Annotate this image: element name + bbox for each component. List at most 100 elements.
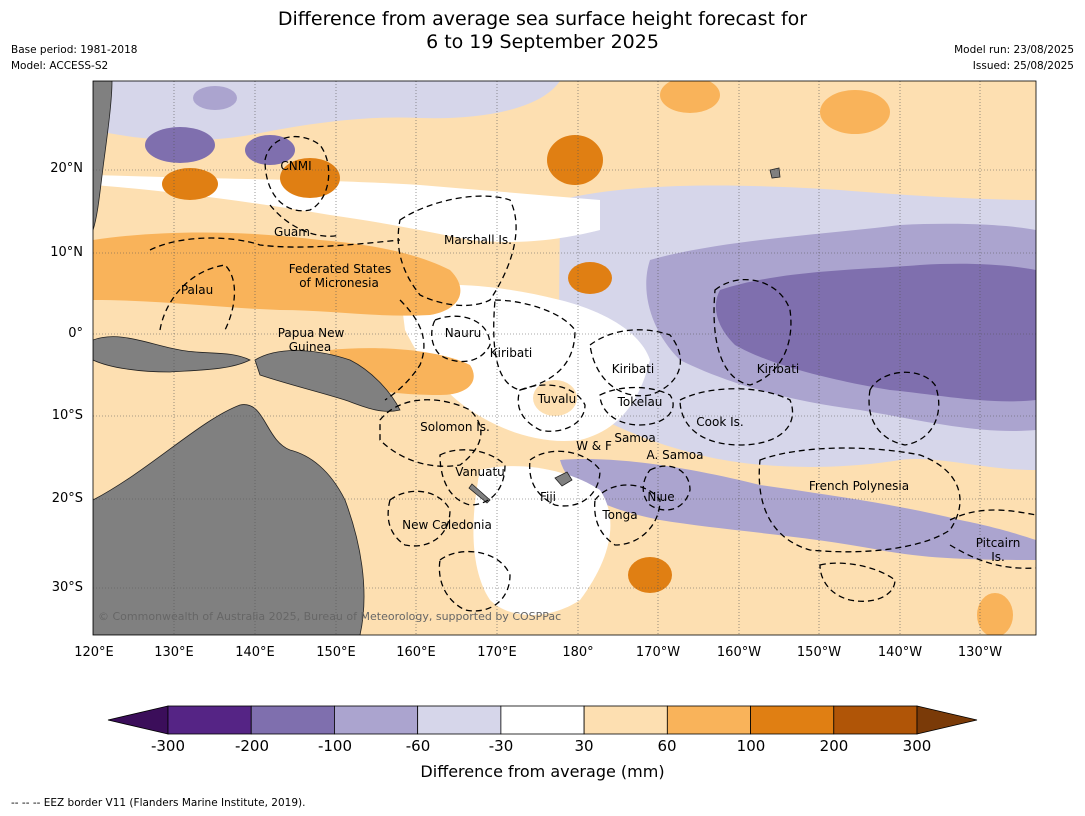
lon-label-150w: 150°W bbox=[796, 645, 842, 660]
positive-cell-marshall bbox=[568, 262, 612, 294]
positive-west-pacific bbox=[93, 232, 461, 316]
lon-label-170w: 170°W bbox=[635, 645, 681, 660]
colorbar-title: Difference from average (mm) bbox=[420, 762, 665, 781]
label-tokelau: Tokelau bbox=[617, 395, 663, 409]
colorbar-segment bbox=[417, 705, 502, 735]
colorbar-segment bbox=[666, 705, 751, 735]
lon-label-140e: 140°E bbox=[235, 645, 275, 660]
label-png-line2: Guinea bbox=[288, 340, 332, 354]
label-kiribati-central: Kiribati bbox=[611, 362, 655, 376]
label-fsm-line2: of Micronesia bbox=[299, 276, 379, 290]
model-run: Model run: 23/08/2025 bbox=[954, 44, 1074, 56]
positive-cell-ne bbox=[820, 90, 890, 134]
model: Model: ACCESS-S2 bbox=[11, 60, 109, 72]
colorbar-segment bbox=[583, 705, 668, 735]
positive-cell-se bbox=[977, 593, 1013, 635]
png-land bbox=[254, 350, 401, 412]
lat-label-10n: 10°N bbox=[50, 245, 83, 260]
label-wallis-futuna: W & F bbox=[576, 439, 612, 453]
eez-borders bbox=[149, 136, 1036, 612]
australia-land bbox=[93, 404, 365, 635]
title-line-2: 6 to 19 September 2025 bbox=[426, 31, 659, 53]
indonesia-land bbox=[93, 336, 251, 373]
positive-cell-guam bbox=[280, 158, 340, 198]
label-fiji: Fiji bbox=[539, 490, 557, 504]
colorbar-tick-label: 100 bbox=[736, 737, 766, 755]
map-frame bbox=[92, 80, 1037, 636]
label-kiribati-west: Kiribati bbox=[489, 346, 533, 360]
label-samoa: Samoa bbox=[614, 431, 656, 445]
label-new-caledonia: New Caledonia bbox=[402, 518, 492, 532]
negative-anomaly-south bbox=[560, 459, 1036, 560]
colorbar-segment bbox=[334, 705, 419, 735]
lon-label-120e: 120°E bbox=[74, 645, 114, 660]
label-french-polynesia: French Polynesia bbox=[808, 479, 910, 493]
eez-footnote: -- -- -- EEZ border V11 (Flanders Marine… bbox=[11, 797, 306, 809]
negative-cell-c bbox=[193, 86, 237, 110]
positive-cell-south bbox=[628, 557, 672, 593]
colorbar-segment bbox=[500, 705, 585, 735]
lon-label-130e: 130°E bbox=[154, 645, 194, 660]
lat-label-30s: 30°S bbox=[51, 580, 83, 595]
label-nauru: Nauru bbox=[444, 326, 482, 340]
colorbar-extend-high bbox=[916, 705, 978, 735]
positive-cell-tuvalu bbox=[533, 380, 577, 416]
hawaii-land bbox=[769, 167, 781, 179]
lat-label-20s: 20°S bbox=[51, 491, 83, 506]
positive-cell-nne bbox=[660, 81, 720, 113]
neutral-central bbox=[400, 284, 650, 441]
colorbar-tick-label: 200 bbox=[819, 737, 849, 755]
fiji-land bbox=[554, 471, 573, 487]
lon-label-140w: 140°W bbox=[877, 645, 923, 660]
philippines-land bbox=[93, 81, 113, 231]
colorbar-segment bbox=[833, 705, 918, 735]
colorbar-tick-label: 60 bbox=[657, 737, 677, 755]
lon-label-170e: 170°E bbox=[477, 645, 517, 660]
label-pitcairn-line2: Is. bbox=[991, 550, 1005, 564]
positive-cell-north bbox=[547, 135, 603, 185]
lat-label-20n: 20°N bbox=[50, 161, 83, 176]
title-line-1: Difference from average sea surface heig… bbox=[277, 8, 808, 30]
colorbar-tick-label: 300 bbox=[902, 737, 932, 755]
colorbar-segment bbox=[250, 705, 335, 735]
label-tuvalu: Tuvalu bbox=[537, 392, 577, 406]
colorbar-tick-label: -200 bbox=[234, 737, 270, 755]
colorbar-tick-label: -300 bbox=[150, 737, 186, 755]
colorbar-tick-label: -100 bbox=[317, 737, 353, 755]
label-marshall-is: Marshall Is. bbox=[444, 233, 512, 247]
neutral-south-pacific bbox=[473, 466, 611, 615]
negative-cell-b bbox=[245, 135, 295, 165]
new-caledonia-land bbox=[468, 483, 491, 504]
lon-label-180: 180° bbox=[562, 645, 594, 660]
label-cnmi: CNMI bbox=[280, 159, 312, 173]
label-tonga: Tonga bbox=[602, 508, 638, 522]
label-palau: Palau bbox=[180, 283, 214, 297]
lon-label-160e: 160°E bbox=[396, 645, 436, 660]
colorbar-extend-low bbox=[107, 705, 169, 735]
label-guam: Guam bbox=[274, 225, 310, 239]
colorbar-segment bbox=[167, 705, 252, 735]
lon-label-150e: 150°E bbox=[316, 645, 356, 660]
label-kiribati-east: Kiribati bbox=[756, 362, 800, 376]
negative-anomaly-east-core bbox=[715, 263, 1036, 402]
colorbar-tick-label: -30 bbox=[488, 737, 514, 755]
label-pitcairn-line1: Pitcairn bbox=[975, 536, 1021, 550]
issued-date: Issued: 25/08/2025 bbox=[972, 60, 1074, 72]
lon-label-160w: 160°W bbox=[716, 645, 762, 660]
label-solomon-is: Solomon Is. bbox=[420, 420, 490, 434]
positive-cell-west bbox=[162, 168, 218, 200]
lat-label-10s: 10°S bbox=[51, 408, 83, 423]
neutral-north bbox=[93, 175, 600, 242]
colorbar bbox=[107, 705, 978, 735]
colorbar-segment bbox=[750, 705, 835, 735]
copyright-text: © Commonwealth of Australia 2025, Bureau… bbox=[98, 610, 562, 623]
colorbar-tick-label: -60 bbox=[405, 737, 431, 755]
label-fsm-line1: Federated States bbox=[288, 262, 392, 276]
negative-cell-a bbox=[145, 127, 215, 163]
label-cook-is: Cook Is. bbox=[696, 415, 744, 429]
lat-label-0: 0° bbox=[68, 326, 83, 341]
graticule bbox=[93, 81, 1036, 635]
label-png-line1: Papua New bbox=[277, 326, 345, 340]
lon-label-130w: 130°W bbox=[957, 645, 1003, 660]
